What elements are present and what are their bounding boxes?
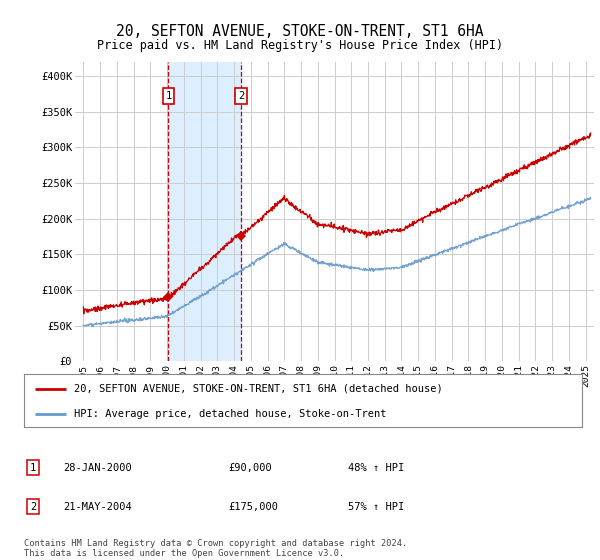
Text: 2: 2 bbox=[238, 91, 244, 101]
Text: 48% ↑ HPI: 48% ↑ HPI bbox=[348, 463, 404, 473]
Text: £175,000: £175,000 bbox=[228, 502, 278, 512]
Text: 21-MAY-2004: 21-MAY-2004 bbox=[63, 502, 132, 512]
Text: 20, SEFTON AVENUE, STOKE-ON-TRENT, ST1 6HA (detached house): 20, SEFTON AVENUE, STOKE-ON-TRENT, ST1 6… bbox=[74, 384, 443, 394]
Text: 1: 1 bbox=[165, 91, 172, 101]
Text: 20, SEFTON AVENUE, STOKE-ON-TRENT, ST1 6HA: 20, SEFTON AVENUE, STOKE-ON-TRENT, ST1 6… bbox=[116, 24, 484, 39]
Text: HPI: Average price, detached house, Stoke-on-Trent: HPI: Average price, detached house, Stok… bbox=[74, 409, 387, 419]
Text: £90,000: £90,000 bbox=[228, 463, 272, 473]
Text: Price paid vs. HM Land Registry's House Price Index (HPI): Price paid vs. HM Land Registry's House … bbox=[97, 39, 503, 52]
Text: Contains HM Land Registry data © Crown copyright and database right 2024.
This d: Contains HM Land Registry data © Crown c… bbox=[24, 539, 407, 558]
Bar bbox=[169, 62, 241, 361]
Text: 57% ↑ HPI: 57% ↑ HPI bbox=[348, 502, 404, 512]
Text: 2: 2 bbox=[30, 502, 36, 512]
Text: 1: 1 bbox=[30, 463, 36, 473]
Text: 28-JAN-2000: 28-JAN-2000 bbox=[63, 463, 132, 473]
